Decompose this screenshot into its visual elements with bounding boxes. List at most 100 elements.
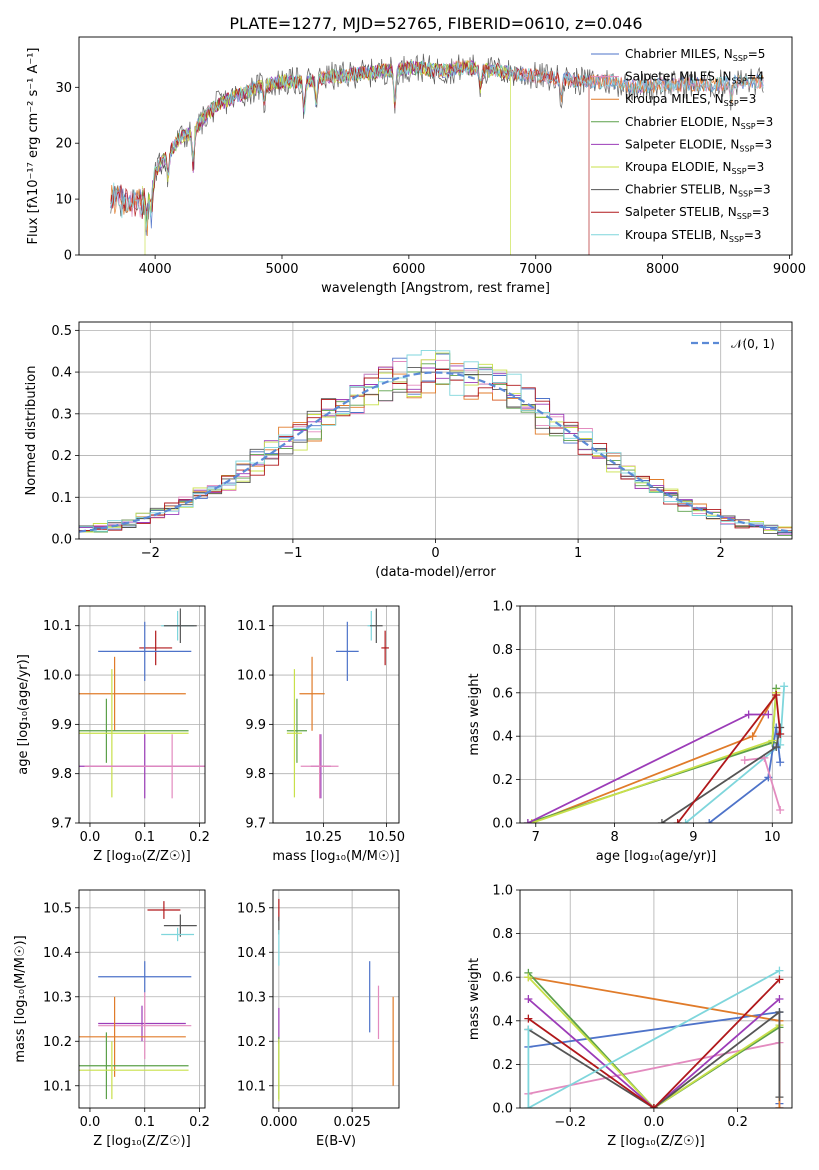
panel-residuals: −2 −1 0 1 2 0.0 0.1 0.2 0.3 0.4 0.5 (data-model)/er… bbox=[24, 321, 793, 580]
y-tick-label: 9.9 bbox=[51, 718, 72, 733]
normal-curve bbox=[79, 371, 792, 533]
y-tick-label: 10.3 bbox=[43, 990, 72, 1005]
y-tick-label: 10.4 bbox=[237, 946, 266, 961]
x-tick-label: 4000 bbox=[139, 262, 172, 277]
point-chabrier-elodie bbox=[79, 698, 189, 763]
point-chabrier-miles bbox=[98, 961, 192, 993]
point-chabrier-stelib bbox=[163, 608, 197, 643]
series-marker bbox=[657, 819, 666, 823]
y-axis-label: mass weight bbox=[467, 958, 482, 1040]
x-tick-label: 9000 bbox=[773, 262, 806, 277]
series-marker bbox=[776, 805, 785, 814]
point-kroupa-miles bbox=[79, 996, 186, 1077]
x-tick-label: 8000 bbox=[646, 262, 679, 277]
x-tick-label: 0.0 bbox=[80, 1115, 101, 1130]
y-tick-label: 9.8 bbox=[245, 767, 266, 782]
point-chabrier-stelib bbox=[370, 608, 383, 643]
panel-spectrum: 4000 5000 6000 7000 8000 9000 0 10 20 30 wavelengt… bbox=[26, 36, 806, 296]
series-marker bbox=[748, 732, 757, 741]
figure-title: PLATE=1277, MJD=52765, FIBERID=0610, z=0… bbox=[229, 14, 642, 33]
y-tick-label: 0.0 bbox=[51, 533, 72, 548]
series-marker bbox=[524, 1025, 533, 1034]
y-tick-label: 10.1 bbox=[43, 1079, 72, 1094]
series-marker bbox=[775, 975, 784, 984]
y-tick-label: 9.7 bbox=[245, 817, 266, 832]
series-marker bbox=[775, 1104, 784, 1108]
y-tick-label: 10.2 bbox=[43, 1035, 72, 1050]
residual-legend: 𝒩(0, 1) bbox=[691, 337, 775, 351]
series-marker bbox=[524, 973, 533, 982]
series-marker bbox=[524, 1014, 533, 1023]
y-tick-label: 1.0 bbox=[492, 884, 513, 899]
y-tick-label: 0.4 bbox=[492, 730, 513, 745]
y-tick-label: 10.4 bbox=[43, 946, 72, 961]
x-tick-label: −2 bbox=[141, 546, 160, 561]
x-tick-label: 10 bbox=[764, 830, 781, 845]
plot-area bbox=[523, 682, 789, 823]
point-kroupa-elodie bbox=[79, 1041, 189, 1100]
x-tick-label: 0.1 bbox=[134, 830, 155, 845]
x-axis-label: mass [log₁₀(M/M☉)] bbox=[272, 849, 399, 864]
y-tick-label: 0.4 bbox=[51, 366, 72, 381]
legend-label: Salpeter STELIB, NSSP=3 bbox=[625, 205, 769, 221]
point-salpeter-miles bbox=[98, 992, 192, 1060]
x-axis-label: Z [log₁₀(Z/Z☉)] bbox=[607, 1134, 704, 1149]
series-marker bbox=[705, 819, 714, 823]
y-tick-label: 0.2 bbox=[51, 449, 72, 464]
x-tick-label: 0.000 bbox=[260, 1115, 297, 1130]
x-tick-label: 0.0 bbox=[80, 830, 101, 845]
plot-area bbox=[278, 898, 394, 1102]
x-tick-label: 7 bbox=[532, 830, 540, 845]
spectrum-line-kroupa-stelib bbox=[110, 60, 764, 230]
y-axis-label: age [log₁₀(age/yr)] bbox=[16, 654, 31, 775]
point-chabrier-elodie bbox=[79, 1032, 189, 1100]
x-tick-label: 8 bbox=[610, 830, 618, 845]
series-marker bbox=[776, 758, 785, 767]
y-tick-label: 0 bbox=[64, 249, 72, 264]
histogram-kroupa-elodie bbox=[79, 352, 792, 533]
series-marker bbox=[524, 1104, 533, 1108]
x-tick-label: 9 bbox=[689, 830, 697, 845]
plot-area bbox=[79, 608, 205, 799]
point-chabrier-miles bbox=[336, 621, 359, 681]
y-tick-label: 10.3 bbox=[237, 990, 266, 1005]
panel-mass-vs-ebv: 0.000 0.025 10.1 10.2 10.3 10.4 10.5 E(B-V) bbox=[237, 889, 400, 1149]
plot-area bbox=[286, 608, 389, 799]
x-tick-label: 5000 bbox=[265, 262, 298, 277]
series-line-salpeter-miles bbox=[744, 756, 782, 811]
legend-label: Kroupa ELODIE, NSSP=3 bbox=[625, 160, 764, 176]
legend-label: Salpeter MILES, NSSP=4 bbox=[625, 70, 764, 86]
legend-label: Chabrier ELODIE, NSSP=3 bbox=[625, 115, 773, 131]
panel-mass-vs-z: 0.0 0.1 0.2 10.1 10.2 10.3 10.4 10.5 Z [log₁₀(Z/… bbox=[13, 889, 210, 1149]
x-tick-label: 10.25 bbox=[305, 830, 342, 845]
y-tick-label: 10.1 bbox=[237, 619, 266, 634]
y-tick-label: 0.0 bbox=[492, 817, 513, 832]
y-tick-label: 0.4 bbox=[492, 1014, 513, 1029]
x-tick-label: 0.1 bbox=[134, 1115, 155, 1130]
y-tick-label: 0.1 bbox=[51, 491, 72, 506]
axes-frame bbox=[272, 889, 400, 1109]
point-salpeter-stelib bbox=[381, 630, 389, 666]
legend-label: Kroupa STELIB, NSSP=3 bbox=[625, 228, 762, 244]
plot-area bbox=[79, 901, 197, 1100]
series-marker bbox=[775, 1008, 784, 1017]
axes-frame bbox=[78, 889, 206, 1109]
point-chabrier-stelib bbox=[163, 914, 197, 937]
x-tick-label: 0.2 bbox=[189, 1115, 210, 1130]
series-marker bbox=[764, 710, 773, 719]
axes-frame bbox=[519, 605, 793, 824]
point-kroupa-miles bbox=[299, 656, 325, 731]
x-tick-label: 0.0 bbox=[644, 1115, 665, 1130]
y-tick-label: 1.0 bbox=[492, 600, 513, 615]
x-tick-label: 7000 bbox=[519, 262, 552, 277]
y-tick-label: 9.9 bbox=[245, 718, 266, 733]
x-axis-label: (data-model)/error bbox=[375, 565, 496, 580]
series-line-chabrier-stelib bbox=[527, 1010, 781, 1108]
y-tick-label: 10.1 bbox=[43, 619, 72, 634]
y-axis-label: mass weight bbox=[467, 673, 482, 755]
panel-mass-weight-vs-z: −0.2 0.0 0.2 0.0 0.2 0.4 0.6 0.8 1.0 Z [log₁₀(Z/Z… bbox=[467, 884, 793, 1149]
axes-frame bbox=[272, 605, 400, 824]
series-marker bbox=[776, 730, 785, 739]
point-salpeter-miles bbox=[84, 734, 205, 799]
